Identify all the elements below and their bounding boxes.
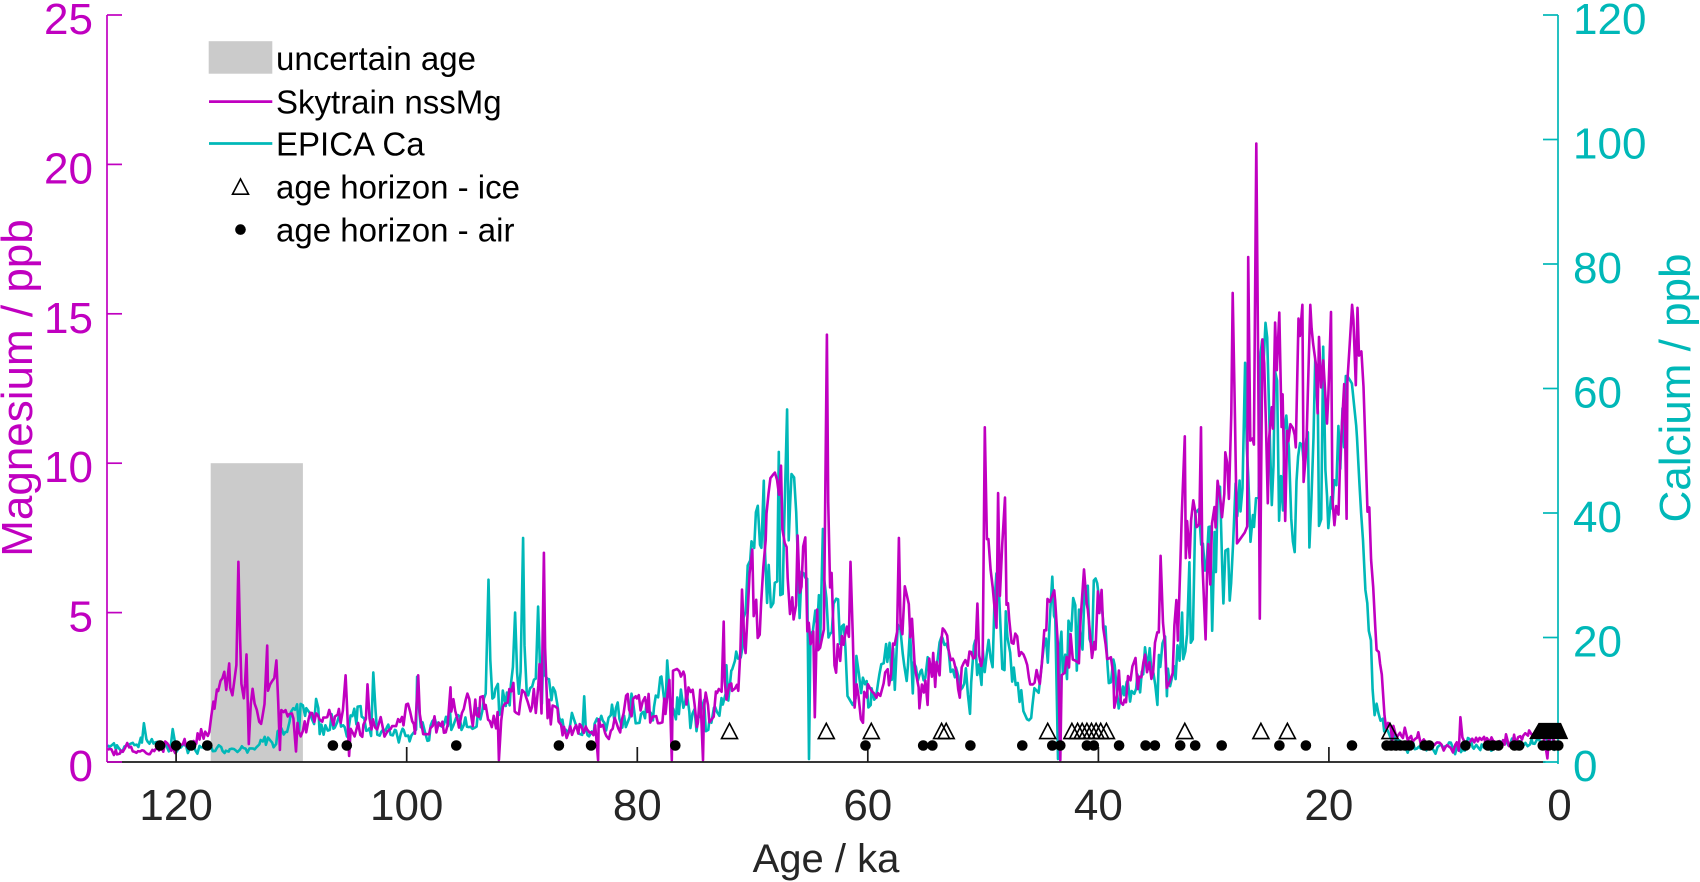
svg-text:20: 20 [44,144,93,193]
svg-text:uncertain age: uncertain age [276,40,476,77]
svg-text:Skytrain nssMg: Skytrain nssMg [276,84,502,121]
svg-text:0: 0 [1547,781,1571,830]
svg-text:60: 60 [1573,369,1622,418]
svg-text:Magnesium / ppb: Magnesium / ppb [0,219,42,557]
svg-text:15: 15 [44,294,93,343]
svg-text:25: 25 [44,0,93,44]
svg-text:20: 20 [1304,781,1353,830]
svg-text:60: 60 [843,781,892,830]
svg-text:100: 100 [370,781,443,830]
svg-text:age horizon - ice: age horizon - ice [276,169,520,206]
svg-text:120: 120 [1573,0,1646,44]
svg-text:Calcium / ppb: Calcium / ppb [1651,253,1700,522]
svg-text:0: 0 [1573,742,1597,791]
svg-text:20: 20 [1573,618,1622,667]
svg-text:EPICA Ca: EPICA Ca [276,126,425,163]
svg-text:5: 5 [69,593,93,642]
svg-text:10: 10 [44,443,93,492]
svg-text:40: 40 [1573,493,1622,542]
svg-text:age horizon - air: age horizon - air [276,212,514,249]
svg-text:100: 100 [1573,120,1646,169]
svg-text:80: 80 [613,781,662,830]
svg-text:40: 40 [1074,781,1123,830]
svg-text:80: 80 [1573,244,1622,293]
svg-text:120: 120 [139,781,212,830]
svg-text:0: 0 [69,742,93,791]
svg-text:Age / ka: Age / ka [753,837,901,881]
